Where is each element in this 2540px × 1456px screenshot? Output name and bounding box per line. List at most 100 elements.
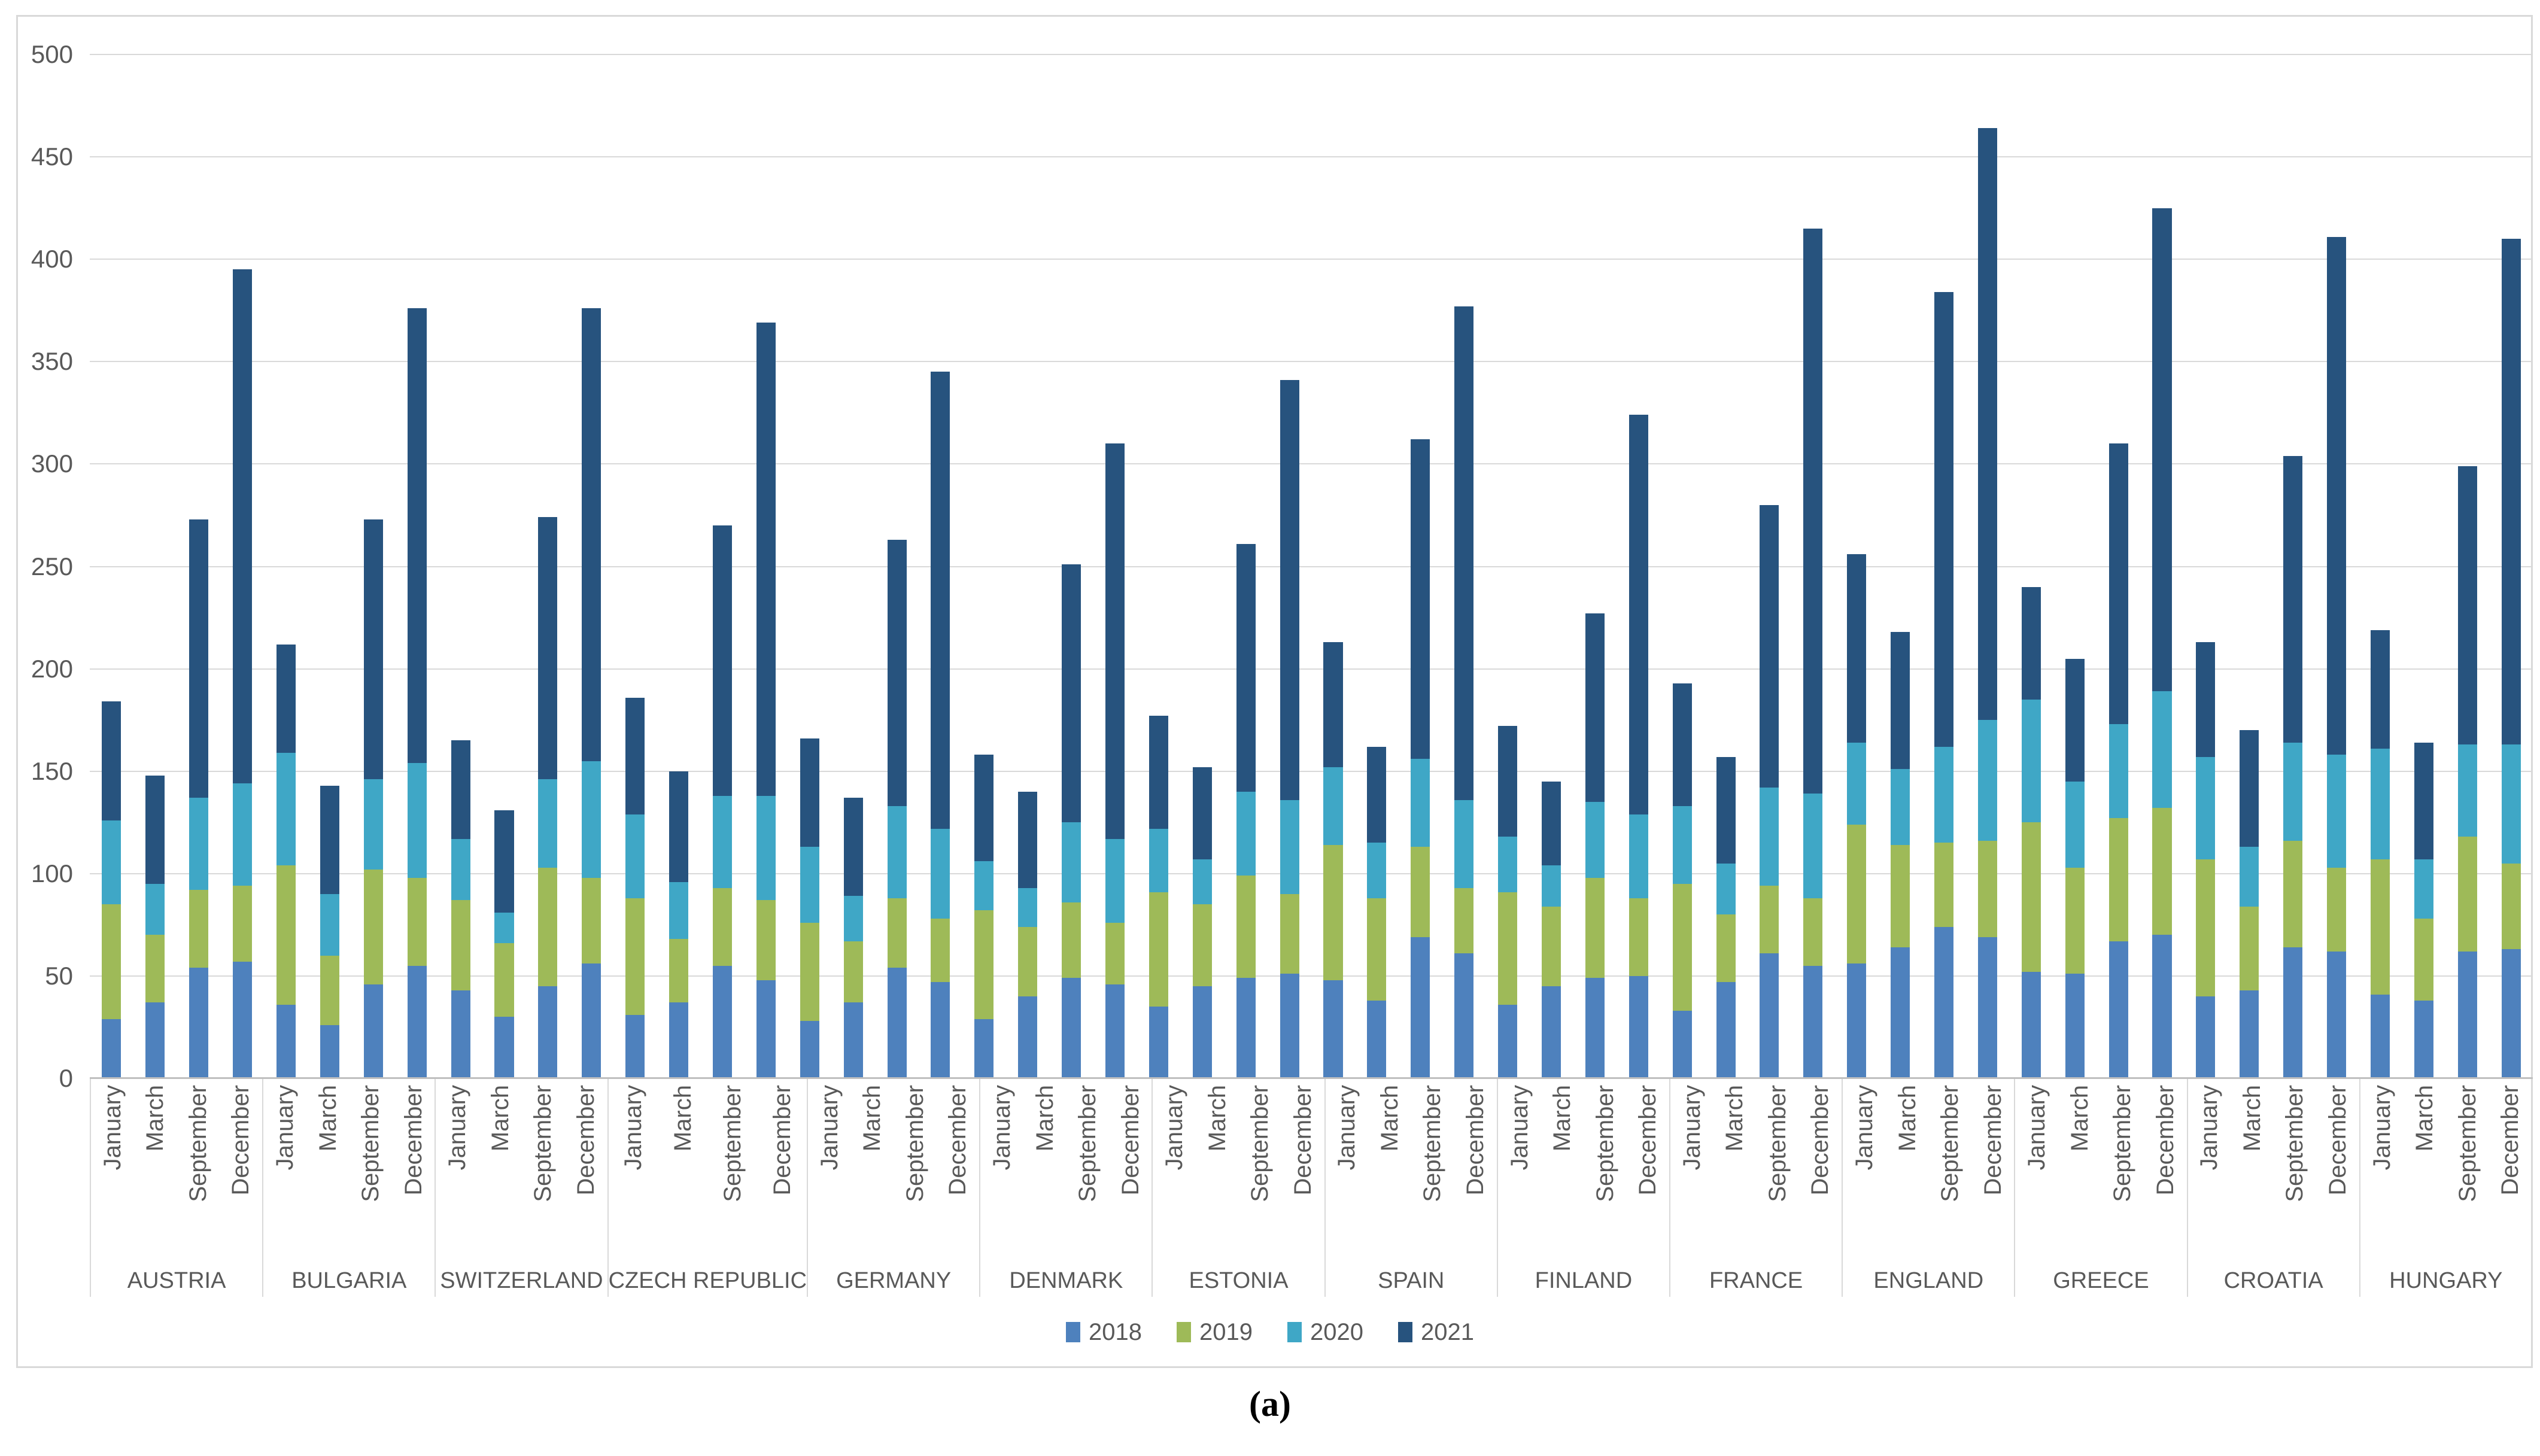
bar-segment-2021 <box>1062 564 1081 823</box>
stacked-bar-march <box>843 54 863 1078</box>
legend-swatch-icon <box>1287 1322 1302 1342</box>
bar-segment-2019 <box>756 900 776 980</box>
bar-segment-2018 <box>2108 941 2128 1078</box>
legend-swatch-icon <box>1177 1322 1192 1342</box>
stacked-bar-january <box>1323 54 1343 1078</box>
bar-segment-2021 <box>1628 415 1648 814</box>
bar-segment-2020 <box>233 783 253 886</box>
figure-caption: (a) <box>1249 1384 1291 1424</box>
month-labels-row: January March September December <box>263 1079 435 1260</box>
month-cell: December <box>1799 1085 1842 1260</box>
bar-slot <box>1311 54 1355 1078</box>
bar-segment-2020 <box>2327 755 2347 868</box>
bar-segment-2018 <box>1411 937 1430 1078</box>
bar-segment-2020 <box>363 779 383 870</box>
bar-segment-2018 <box>1541 986 1561 1078</box>
bar-segment-2019 <box>2414 919 2433 1001</box>
bar-slot <box>1835 54 1879 1078</box>
bar-segment-2018 <box>800 1021 819 1078</box>
bar-segment-2018 <box>1847 963 1867 1078</box>
month-cell: January <box>2015 1085 2058 1260</box>
bar-segment-2020 <box>756 795 776 901</box>
stacked-bar-september <box>1411 54 1430 1078</box>
month-label: January <box>2196 1085 2223 1171</box>
bar-segment-2018 <box>1236 978 1256 1078</box>
bar-segment-2019 <box>1105 922 1125 984</box>
bar-segment-2018 <box>145 1002 165 1078</box>
bar-segment-2019 <box>625 898 645 1015</box>
x-group-spain: January March September December SPAIN <box>1324 1079 1497 1297</box>
bar-segment-2018 <box>1760 953 1779 1078</box>
bar-segment-2021 <box>669 771 689 882</box>
month-cell: September <box>349 1085 392 1260</box>
bar-segment-2019 <box>1280 894 1299 974</box>
bar-segment-2019 <box>974 910 994 1019</box>
bar-segment-2021 <box>2283 455 2303 743</box>
month-label: March <box>1031 1085 1058 1152</box>
bar-segment-2020 <box>1236 791 1256 876</box>
bar-segment-2019 <box>1628 898 1648 976</box>
bar-segment-2018 <box>276 1004 296 1078</box>
month-label: March <box>2066 1085 2093 1152</box>
bar-segment-2020 <box>1716 863 1736 915</box>
stacked-bar-december <box>407 54 427 1078</box>
bar-slot <box>1791 54 1835 1078</box>
bar-segment-2020 <box>2370 749 2390 859</box>
month-cell: December <box>757 1085 807 1260</box>
bar-segment-2021 <box>1149 716 1168 829</box>
bar-slot <box>831 54 875 1078</box>
stacked-bar-january <box>625 54 645 1078</box>
bar-segment-2020 <box>931 828 950 919</box>
bar-segment-2020 <box>1628 814 1648 898</box>
legend-label: 2021 <box>1420 1318 1474 1345</box>
bar-segment-2020 <box>451 838 470 901</box>
bar-segment-2020 <box>582 761 601 878</box>
month-label: March <box>2238 1085 2265 1152</box>
month-label: December <box>1289 1085 1316 1196</box>
month-cell: January <box>91 1085 134 1260</box>
stacked-bar-september <box>2457 54 2477 1078</box>
country-group-finland <box>1486 54 1661 1078</box>
month-cell: September <box>707 1085 757 1260</box>
x-group-estonia: January March September December ESTONIA <box>1151 1079 1324 1297</box>
bar-segment-2019 <box>887 898 907 968</box>
stacked-bar-december <box>1280 54 1299 1078</box>
bar-segment-2019 <box>276 865 296 1005</box>
bar-segment-2019 <box>1891 844 1910 947</box>
month-label: December <box>1979 1085 2006 1196</box>
month-label: January <box>1851 1085 1877 1171</box>
bar-slot <box>1922 54 1966 1078</box>
month-label: March <box>1549 1085 1576 1152</box>
bar-segment-2019 <box>1367 898 1387 1001</box>
month-label: December <box>227 1085 254 1196</box>
bar-segment-2021 <box>2065 658 2085 782</box>
bar-segment-2020 <box>2501 744 2521 864</box>
month-cell: January <box>1498 1085 1541 1260</box>
x-group-czech-republic: January March September December CZECH REPUB… <box>607 1079 807 1297</box>
month-label: September <box>357 1085 384 1202</box>
bar-slot <box>2402 54 2445 1078</box>
gridline <box>90 668 2533 670</box>
x-group-finland: January March September December FINLAND <box>1496 1079 1669 1297</box>
month-cell: September <box>2101 1085 2144 1260</box>
month-labels-row: January March September December <box>1843 1079 2014 1260</box>
country-group-germany <box>788 54 962 1078</box>
bar-segment-2019 <box>407 877 427 966</box>
country-group-croatia <box>2184 54 2359 1078</box>
bar-segment-2018 <box>1977 937 1997 1078</box>
bar-segment-2019 <box>843 941 863 1003</box>
bar-segment-2021 <box>625 697 645 814</box>
country-label: FRANCE <box>1709 1268 1803 1293</box>
country-group-france <box>1660 54 1835 1078</box>
country-label: CROATIA <box>2223 1268 2323 1293</box>
bar-segment-2018 <box>320 1025 339 1078</box>
month-label: March <box>2411 1085 2438 1152</box>
month-labels-row: January March September December <box>609 1079 807 1260</box>
bar-slot <box>919 54 962 1078</box>
bar-slot <box>962 54 1006 1078</box>
x-group-england: January March September December ENGLAND <box>1842 1079 2014 1297</box>
bar-segment-2018 <box>1498 1004 1518 1078</box>
month-label: December <box>572 1085 599 1196</box>
bar-slot <box>1486 54 1530 1078</box>
country-group-austria <box>90 54 265 1078</box>
